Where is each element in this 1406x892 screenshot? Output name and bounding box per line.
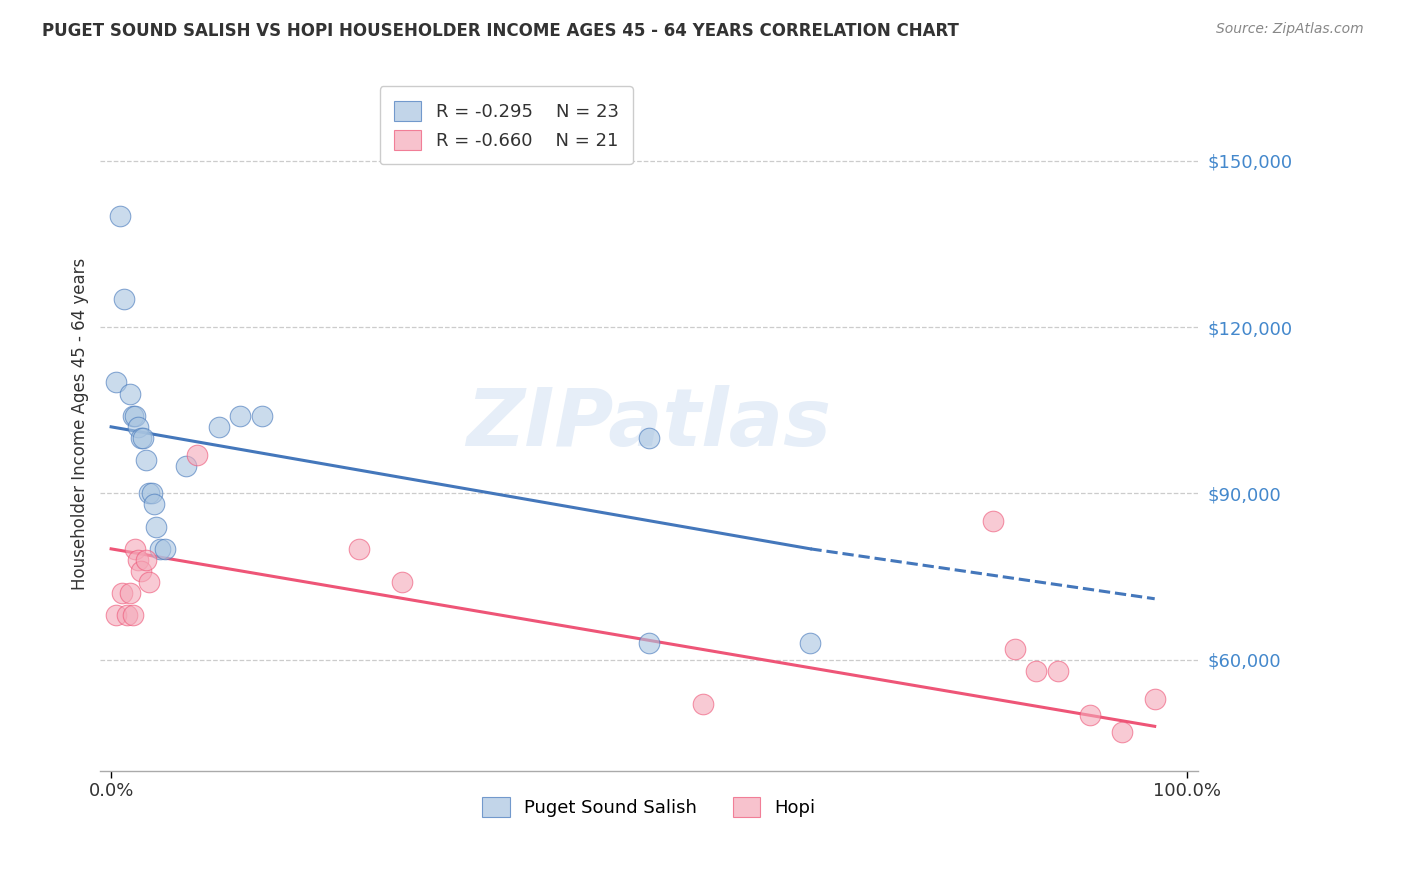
Legend: Puget Sound Salish, Hopi: Puget Sound Salish, Hopi: [475, 789, 823, 824]
Point: [1025, 664, 1047, 678]
Point: [250, 409, 273, 423]
Point: [120, 586, 142, 600]
Point: [132, 431, 155, 445]
Point: [1046, 664, 1069, 678]
Point: [229, 409, 252, 423]
Point: [105, 376, 128, 390]
Point: [108, 209, 131, 223]
Point: [120, 386, 142, 401]
Point: [111, 586, 134, 600]
Point: [138, 575, 160, 590]
Point: [1078, 708, 1101, 723]
Point: [391, 575, 413, 590]
Point: [692, 697, 714, 711]
Point: [124, 409, 146, 423]
Point: [208, 420, 231, 434]
Text: ZIPatlas: ZIPatlas: [467, 385, 831, 463]
Point: [105, 608, 128, 623]
Point: [127, 420, 149, 434]
Point: [141, 486, 163, 500]
Point: [1111, 724, 1133, 739]
Point: [176, 458, 198, 473]
Point: [124, 541, 146, 556]
Point: [145, 519, 167, 533]
Point: [127, 553, 149, 567]
Point: [121, 608, 143, 623]
Text: Source: ZipAtlas.com: Source: ZipAtlas.com: [1216, 22, 1364, 37]
Point: [347, 541, 370, 556]
Point: [135, 453, 157, 467]
Point: [186, 448, 208, 462]
Point: [138, 486, 160, 500]
Point: [153, 541, 176, 556]
Point: [981, 514, 1004, 528]
Y-axis label: Householder Income Ages 45 - 64 years: Householder Income Ages 45 - 64 years: [72, 258, 89, 591]
Point: [143, 498, 166, 512]
Point: [638, 431, 661, 445]
Point: [121, 409, 143, 423]
Point: [112, 293, 135, 307]
Text: PUGET SOUND SALISH VS HOPI HOUSEHOLDER INCOME AGES 45 - 64 YEARS CORRELATION CHA: PUGET SOUND SALISH VS HOPI HOUSEHOLDER I…: [42, 22, 959, 40]
Point: [638, 636, 661, 650]
Point: [1143, 691, 1166, 706]
Point: [129, 431, 152, 445]
Point: [135, 553, 157, 567]
Point: [1004, 641, 1026, 656]
Point: [117, 608, 139, 623]
Point: [129, 564, 152, 578]
Point: [148, 541, 170, 556]
Point: [799, 636, 821, 650]
